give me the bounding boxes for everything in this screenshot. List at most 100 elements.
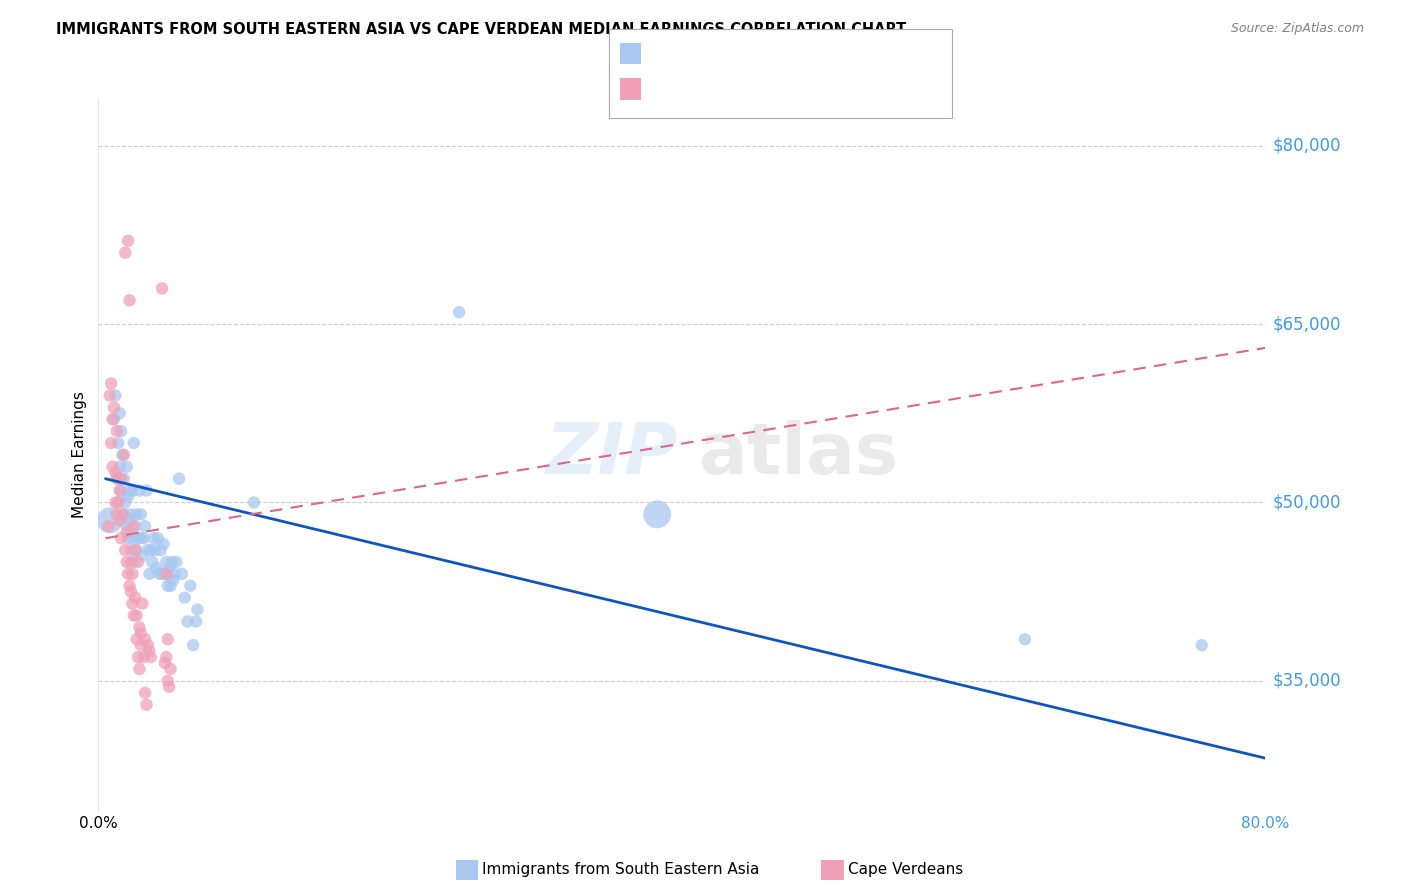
Point [108,406,131,420]
Point [149,543,172,558]
Point [156,673,179,688]
Point [105,424,128,438]
Point [107,436,129,450]
Point [124,519,146,533]
Point [100,436,122,450]
Point [107,495,129,509]
Point [110,483,132,498]
Point [135,483,157,498]
Point [139,543,162,558]
Point [155,555,177,569]
Point [148,566,170,581]
Point [103,412,125,426]
Point [117,531,139,545]
Point [134,632,156,647]
Text: $50,000: $50,000 [1272,493,1341,511]
Text: IMMIGRANTS FROM SOUTH EASTERN ASIA VS CAPE VERDEAN MEDIAN EARNINGS CORRELATION C: IMMIGRANTS FROM SOUTH EASTERN ASIA VS CA… [56,22,907,37]
Point [121,566,143,581]
Point [120,555,142,569]
Point [107,472,129,486]
Text: ZIP: ZIP [546,420,678,490]
Point [136,543,159,558]
Point [111,508,134,522]
Point [127,650,149,665]
Text: $80,000: $80,000 [1272,136,1341,154]
Point [138,566,160,581]
Point [162,573,184,587]
Point [176,615,198,629]
Point [153,566,176,581]
Point [135,698,157,712]
Point [139,650,162,665]
Point [1014,632,1036,647]
Point [117,490,139,504]
Point [159,662,181,676]
Point [129,531,152,545]
Point [132,650,155,665]
Point [129,626,152,640]
Point [129,508,152,522]
Point [108,483,131,498]
Point [157,680,180,694]
Point [97,519,120,533]
Point [114,495,136,509]
Point [114,245,136,260]
Point [110,531,132,545]
Text: atlas: atlas [699,420,898,490]
Point [120,508,142,522]
Point [105,472,128,486]
Text: Immigrants from South Eastern Asia: Immigrants from South Eastern Asia [482,863,759,877]
Point [125,543,148,558]
Text: 80.0%: 80.0% [1241,816,1289,831]
Point [115,459,138,474]
Point [115,525,138,540]
Point [155,650,177,665]
Point [152,537,174,551]
Text: N =: N = [778,46,811,61]
Text: N =: N = [778,82,811,96]
Point [118,513,141,527]
Point [186,602,208,616]
Point [150,281,173,295]
Point [129,638,152,652]
Point [155,566,177,581]
Point [156,632,179,647]
Point [128,662,150,676]
Point [150,566,173,581]
Point [1191,638,1213,652]
Point [645,508,668,522]
Point [143,543,166,558]
Point [108,513,131,527]
Point [181,638,204,652]
Point [160,555,183,569]
Point [125,508,148,522]
Text: 0.0%: 0.0% [79,816,118,831]
Point [110,424,132,438]
Point [98,513,121,527]
Point [167,472,190,486]
Text: -0.544: -0.544 [700,46,755,61]
Point [120,584,142,599]
Point [121,597,143,611]
Point [104,495,127,509]
Point [449,305,471,319]
Point [122,555,145,569]
Point [124,591,146,605]
Point [136,638,159,652]
Point [170,566,193,581]
Text: R =: R = [644,82,682,96]
Point [112,508,135,522]
Point [118,293,141,308]
Point [118,579,141,593]
Point [115,519,138,533]
Point [173,591,195,605]
Point [122,436,145,450]
Point [243,495,266,509]
Point [134,686,156,700]
Point [124,543,146,558]
Point [134,519,156,533]
Point [128,483,150,498]
Point [125,632,148,647]
Point [110,472,132,486]
Point [131,549,153,563]
